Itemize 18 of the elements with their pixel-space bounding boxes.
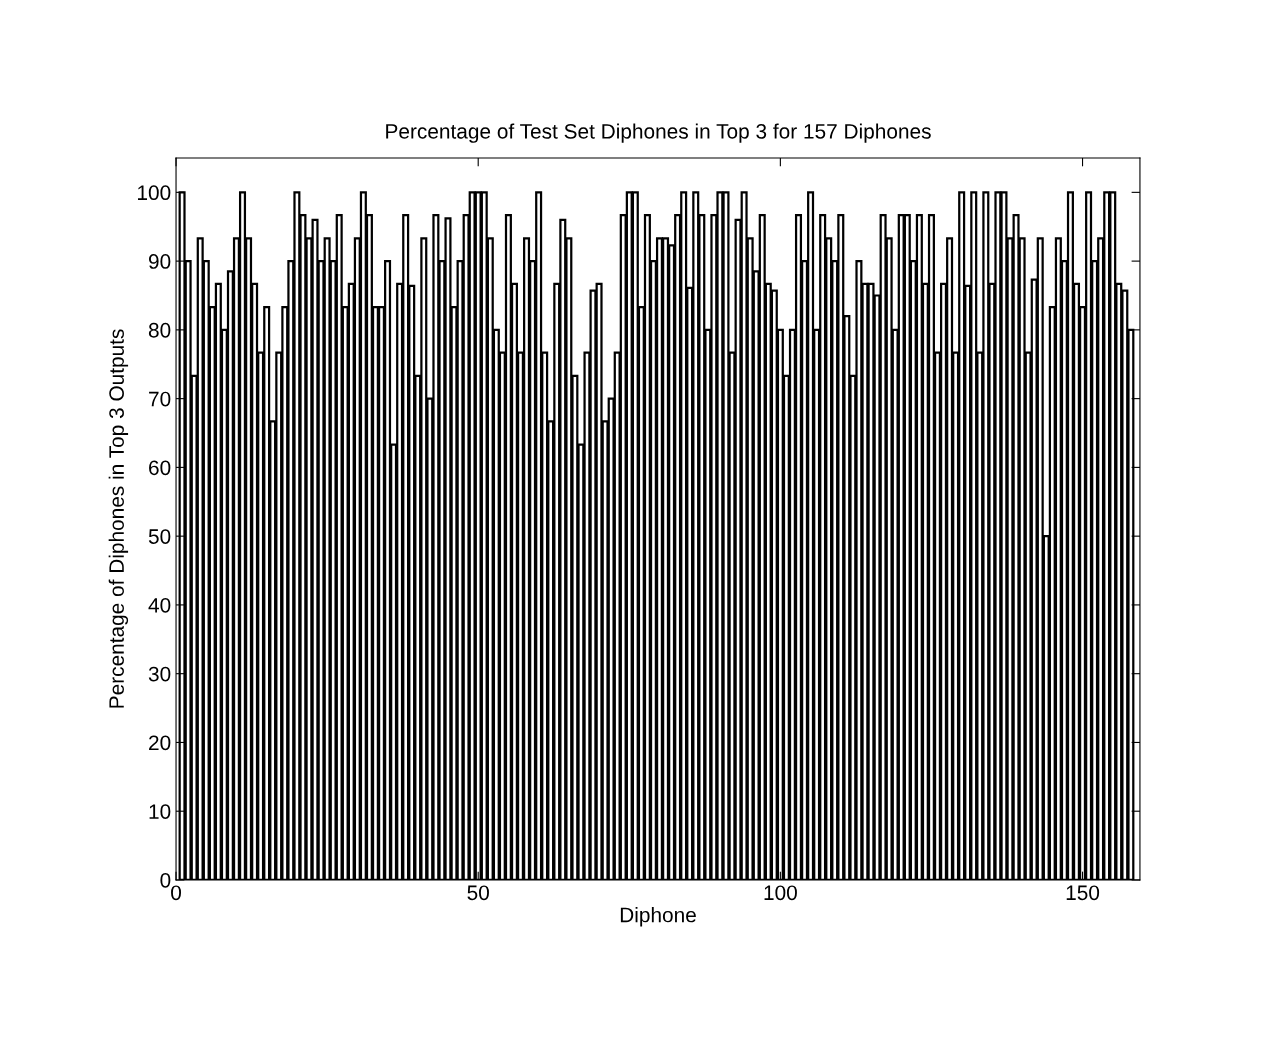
y-tick-label: 100	[138, 185, 171, 201]
x-axis-title: Diphone	[620, 907, 696, 927]
y-axis-title: Percentage of Diphones in Top 3 Outputs	[108, 329, 129, 708]
y-tick-label: 0	[160, 872, 171, 888]
y-tick-label: 70	[149, 391, 171, 407]
y-tick-label: 20	[149, 735, 171, 751]
chart-title: Percentage of Test Set Diphones in Top 3 for 157 Diphones	[386, 123, 931, 143]
y-tick-label: 80	[148, 322, 171, 338]
x-tick-label: 150	[1066, 885, 1100, 901]
y-tick-label: 90	[148, 254, 171, 269]
y-tick-label: 30	[148, 666, 171, 682]
x-tick-label: 50	[467, 885, 489, 901]
y-tick-label: 60	[149, 460, 171, 476]
x-tick-label: 100	[764, 885, 797, 901]
x-tick-label: 0	[171, 885, 182, 901]
y-tick-label: 50	[148, 529, 171, 544]
y-tick-label: 40	[148, 597, 171, 613]
y-tick-label: 10	[149, 804, 171, 819]
